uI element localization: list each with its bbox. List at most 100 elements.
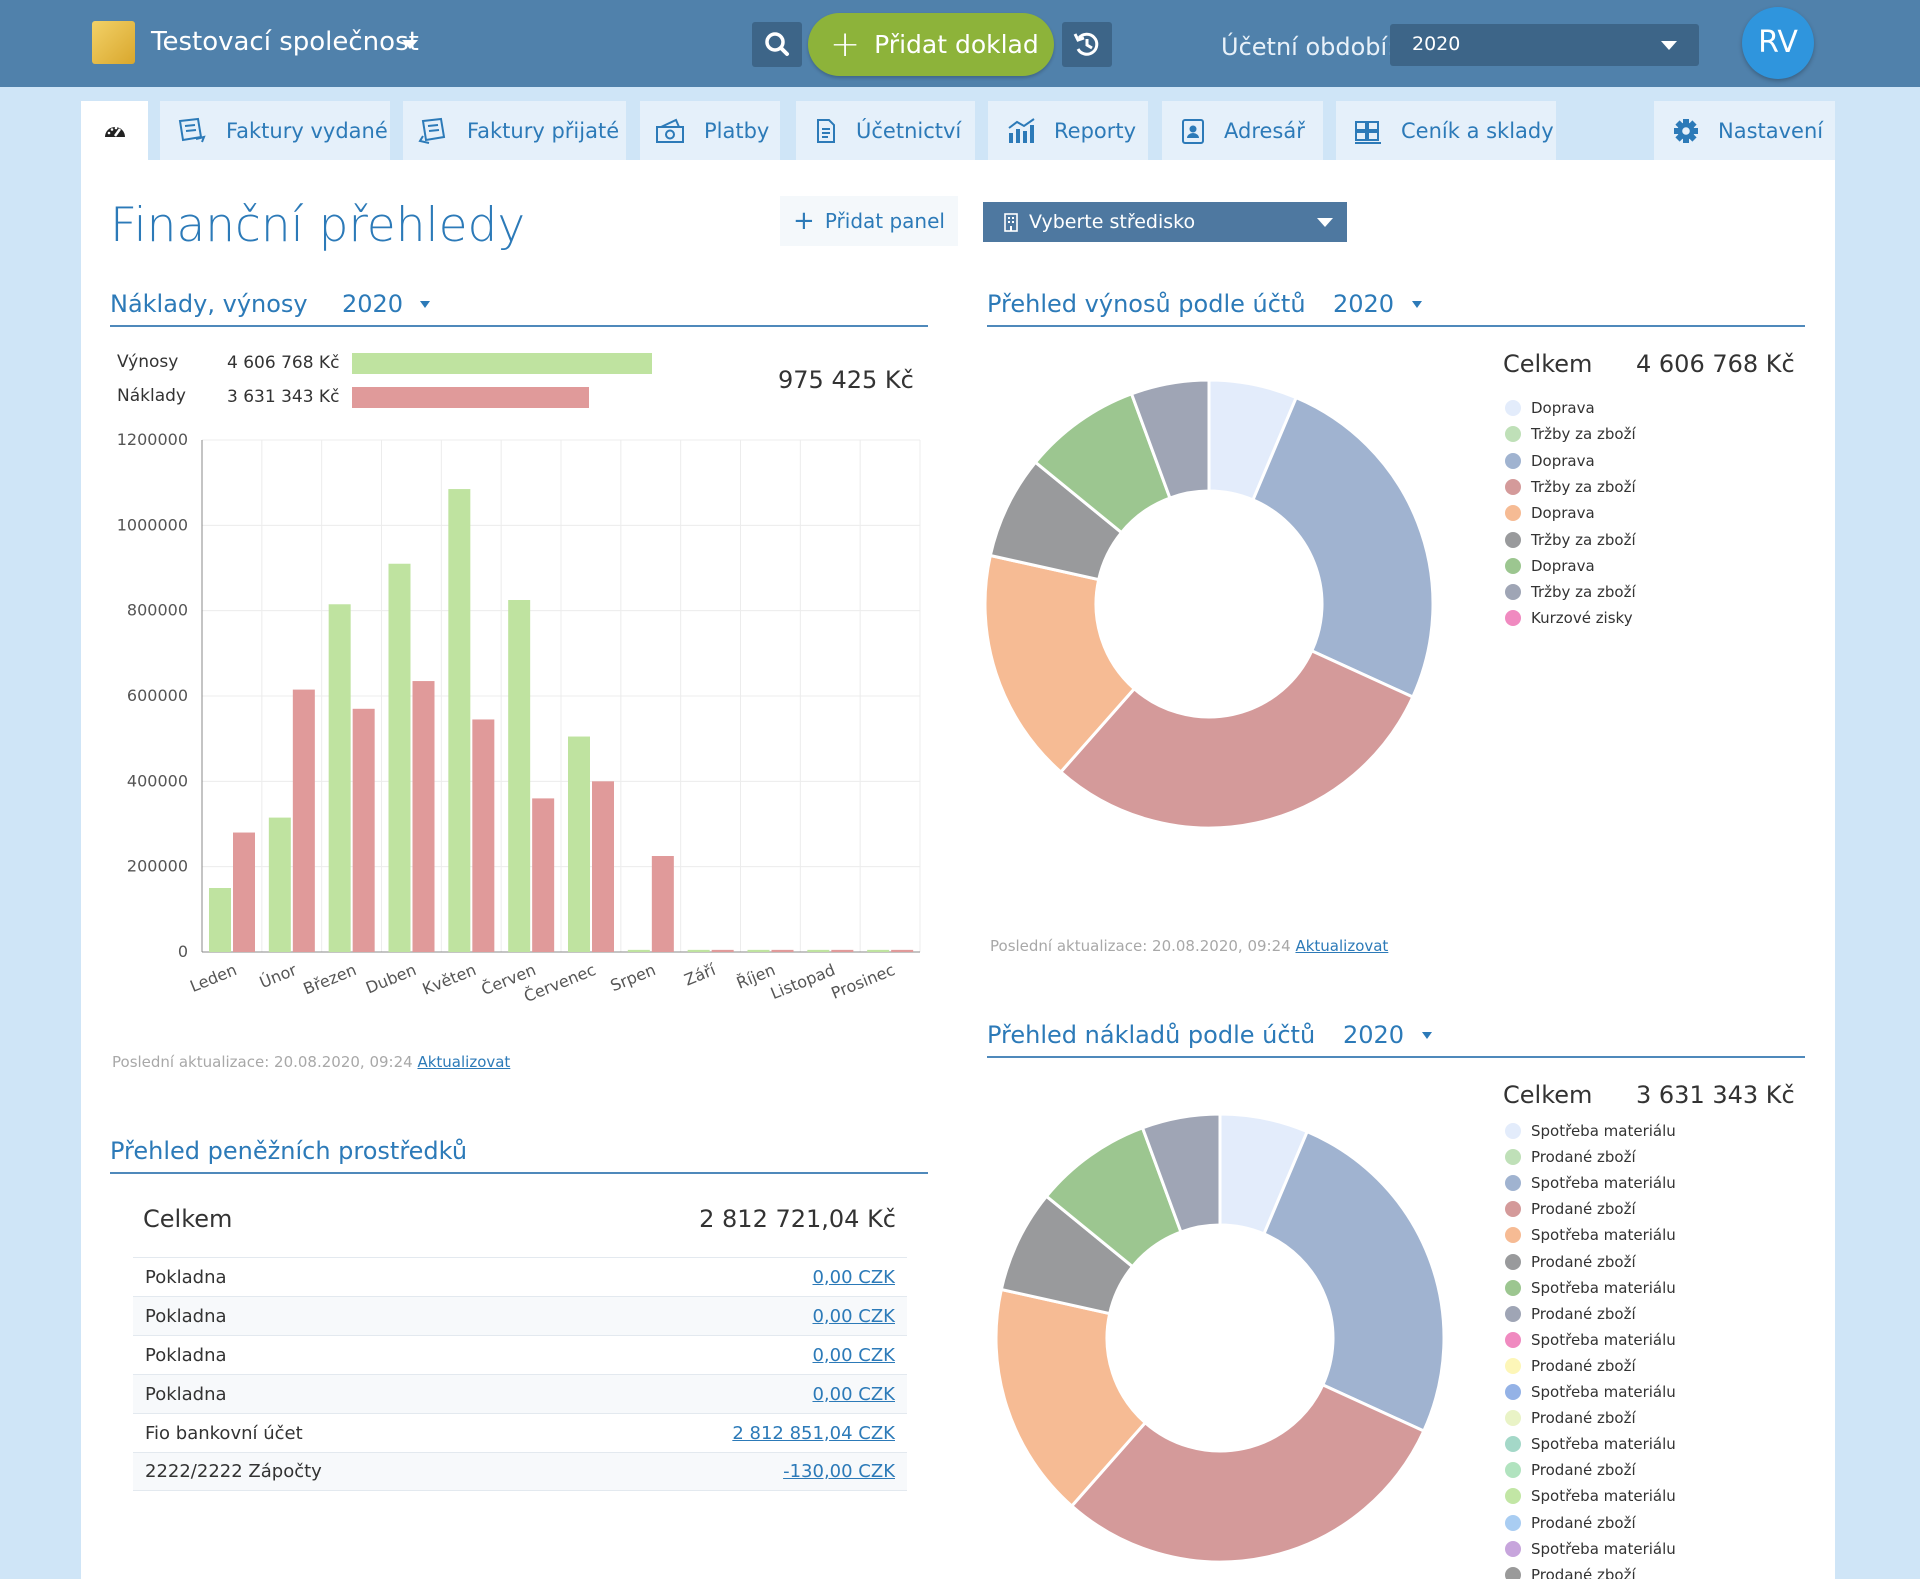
- account-balance-link[interactable]: 0,00 CZK: [812, 1344, 895, 1366]
- legend-label: Doprava: [1531, 399, 1595, 417]
- cost-bar[interactable]: [532, 798, 555, 952]
- revenue-bar[interactable]: [867, 949, 890, 952]
- donut-slice[interactable]: [1069, 1382, 1426, 1564]
- donut-slice[interactable]: [1058, 648, 1415, 830]
- revenue-bar[interactable]: [328, 604, 351, 952]
- legend-item[interactable]: Spotřeba materiálu: [1505, 1435, 1676, 1453]
- legend-item[interactable]: Tržby za zboží: [1505, 478, 1636, 496]
- legend-item[interactable]: Doprava: [1505, 504, 1595, 522]
- tab-dashboard[interactable]: [81, 101, 148, 160]
- revenue-bar[interactable]: [388, 563, 411, 952]
- cost-bar[interactable]: [831, 949, 854, 952]
- legend-item[interactable]: Spotřeba materiálu: [1505, 1331, 1676, 1349]
- legend-item[interactable]: Prodané zboží: [1505, 1305, 1636, 1323]
- cost-bar[interactable]: [292, 689, 315, 952]
- legend-item[interactable]: Spotřeba materiálu: [1505, 1174, 1676, 1192]
- tab-contacts[interactable]: Adresář: [1162, 101, 1323, 160]
- cost-bar[interactable]: [891, 949, 914, 952]
- account-balance-link[interactable]: 0,00 CZK: [812, 1266, 895, 1288]
- tab-received-invoices[interactable]: Faktury přijaté: [403, 101, 626, 160]
- tab-pricelist-warehouses[interactable]: Ceník a sklady: [1336, 101, 1556, 160]
- legend-item[interactable]: Spotřeba materiálu: [1505, 1540, 1676, 1558]
- y-tick-label: 600000: [127, 686, 188, 705]
- revenue-bar[interactable]: [268, 817, 291, 952]
- revenue-bar[interactable]: [508, 600, 531, 952]
- donut-slice[interactable]: [985, 553, 1137, 775]
- legend-item[interactable]: Prodané zboží: [1505, 1148, 1636, 1166]
- legend-item[interactable]: Tržby za zboží: [1505, 531, 1636, 549]
- cost-accounts-year[interactable]: 2020: [1343, 1021, 1405, 1049]
- legend-item[interactable]: Tržby za zboží: [1505, 425, 1636, 443]
- plus-icon: +: [830, 23, 861, 65]
- cost-bar[interactable]: [771, 949, 794, 952]
- legend-item[interactable]: Prodané zboží: [1505, 1566, 1636, 1579]
- company-logo[interactable]: [92, 21, 135, 64]
- account-balance-link[interactable]: -130,00 CZK: [783, 1461, 895, 1482]
- legend-item[interactable]: Spotřeba materiálu: [1505, 1487, 1676, 1505]
- donut-slice[interactable]: [1262, 1129, 1446, 1433]
- donut-slice[interactable]: [1129, 380, 1211, 500]
- cost-bar[interactable]: [651, 856, 674, 952]
- revenue-bar[interactable]: [807, 949, 830, 952]
- document-icon: [817, 118, 835, 143]
- revenue-bar[interactable]: [747, 949, 770, 952]
- period-select[interactable]: 2020: [1390, 24, 1699, 66]
- cost-bar[interactable]: [592, 781, 614, 952]
- legend-item[interactable]: Prodané zboží: [1505, 1253, 1636, 1271]
- chevron-down-icon[interactable]: [420, 301, 430, 308]
- legend-item[interactable]: Tržby za zboží: [1505, 583, 1636, 601]
- legend-item[interactable]: Prodané zboží: [1505, 1409, 1636, 1427]
- revenue-bar[interactable]: [627, 949, 650, 952]
- revenue-accounts-year[interactable]: 2020: [1333, 290, 1395, 318]
- user-avatar[interactable]: RV: [1742, 7, 1814, 79]
- legend-item[interactable]: Prodané zboží: [1505, 1357, 1636, 1375]
- history-button[interactable]: [1062, 22, 1112, 67]
- tab-accounting[interactable]: Účetnictví: [796, 101, 975, 160]
- revenue-bar[interactable]: [568, 736, 590, 952]
- tab-issued-invoices[interactable]: Faktury vydané: [160, 101, 390, 160]
- revenue-bar[interactable]: [448, 489, 471, 952]
- legend-item[interactable]: Prodané zboží: [1505, 1461, 1636, 1479]
- tab-settings[interactable]: Nastavení: [1654, 101, 1835, 160]
- refresh-link[interactable]: Aktualizovat: [417, 1053, 511, 1071]
- legend-item[interactable]: Doprava: [1505, 557, 1595, 575]
- legend-item[interactable]: Spotřeba materiálu: [1505, 1122, 1676, 1140]
- donut-slice[interactable]: [996, 1287, 1148, 1509]
- cost-bar[interactable]: [711, 949, 734, 952]
- legend-item[interactable]: Spotřeba materiálu: [1505, 1226, 1676, 1244]
- cost-bar[interactable]: [352, 708, 375, 952]
- company-name[interactable]: Testovací společnost: [151, 27, 419, 57]
- legend-item[interactable]: Prodané zboží: [1505, 1514, 1636, 1532]
- add-document-button[interactable]: + Přidat doklad: [808, 13, 1054, 76]
- chevron-down-icon[interactable]: [402, 40, 418, 49]
- refresh-link[interactable]: Aktualizovat: [1295, 937, 1389, 955]
- costs-revenues-year[interactable]: 2020: [342, 290, 404, 318]
- search-button[interactable]: [752, 22, 802, 67]
- account-balance-link[interactable]: 0,00 CZK: [812, 1305, 895, 1327]
- revenue-bar[interactable]: [209, 888, 231, 952]
- account-name: Pokladna: [145, 1383, 227, 1405]
- chevron-down-icon[interactable]: [1422, 1032, 1432, 1039]
- donut-slice[interactable]: [1140, 1114, 1222, 1234]
- chevron-down-icon[interactable]: [1412, 301, 1422, 308]
- x-tick-label: Leden: [187, 960, 239, 996]
- cost-center-select[interactable]: Vyberte středisko: [983, 202, 1347, 242]
- legend-item[interactable]: Doprava: [1505, 399, 1595, 417]
- account-balance-link[interactable]: 2 812 851,04 CZK: [732, 1422, 895, 1444]
- cost-bar[interactable]: [472, 719, 495, 952]
- tab-reports[interactable]: Reporty: [988, 101, 1148, 160]
- legend-item[interactable]: Spotřeba materiálu: [1505, 1279, 1676, 1297]
- update-text: Poslední aktualizace: 20.08.2020, 09:24: [112, 1053, 413, 1071]
- legend-item[interactable]: Prodané zboží: [1505, 1200, 1636, 1218]
- account-balance-link[interactable]: 0,00 CZK: [812, 1383, 895, 1405]
- revenue-bar[interactable]: [687, 949, 710, 952]
- legend-item[interactable]: Kurzové zisky: [1505, 609, 1633, 627]
- cost-bar[interactable]: [233, 832, 255, 952]
- donut-slice[interactable]: [1251, 395, 1435, 699]
- legend-item[interactable]: Spotřeba materiálu: [1505, 1383, 1676, 1401]
- cost-bar[interactable]: [412, 681, 435, 952]
- tab-payments[interactable]: Platby: [640, 101, 780, 160]
- add-panel-button[interactable]: + Přidat panel: [780, 196, 958, 246]
- legend-label: Tržby za zboží: [1531, 477, 1636, 496]
- legend-item[interactable]: Doprava: [1505, 452, 1595, 470]
